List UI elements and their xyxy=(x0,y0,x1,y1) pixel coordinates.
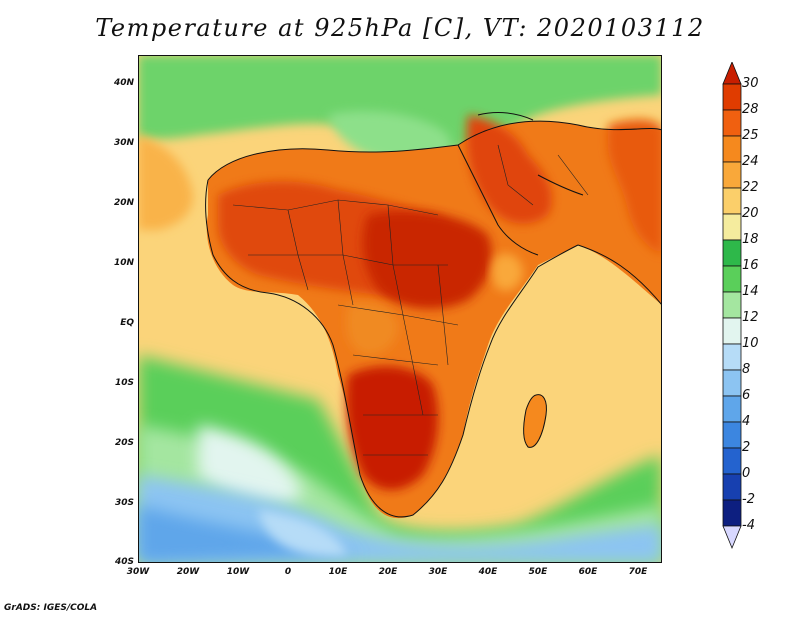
lat-label-30n: 30N xyxy=(113,138,134,148)
lon-label-10e: 10E xyxy=(328,567,348,577)
lon-label-30e: 30E xyxy=(428,567,448,577)
axis-frame xyxy=(138,55,662,563)
north-cool-zone xyxy=(138,55,662,155)
lon-label-40e: 40E xyxy=(478,567,498,577)
lon-label-50e: 50E xyxy=(528,567,548,577)
colorbar-segment xyxy=(722,499,742,527)
colorbar-label: 2 xyxy=(742,440,751,455)
lon-label-20e: 20E xyxy=(378,567,398,577)
colorbar-segment xyxy=(722,83,742,111)
coastlines xyxy=(205,112,662,518)
colorbar-segment xyxy=(722,135,742,163)
colorbar-label: 10 xyxy=(742,336,759,351)
lat-label-10n: 10N xyxy=(113,258,134,268)
colorbar-label: 14 xyxy=(742,284,759,299)
colorbar-segment xyxy=(722,343,742,371)
lat-label-20n: 20N xyxy=(113,198,134,208)
colorbar-label: 22 xyxy=(742,180,759,195)
colorbar-label: 25 xyxy=(742,128,759,143)
temperature-map xyxy=(138,55,662,563)
colorbar-label: 30 xyxy=(742,76,759,91)
madagascar xyxy=(523,394,547,448)
lon-label-10w: 10W xyxy=(226,567,250,577)
colorbar-label: 18 xyxy=(742,232,759,247)
colorbar-label: 12 xyxy=(742,310,759,325)
credit-text: GrADS: IGES/COLA xyxy=(4,603,98,613)
colorbar-segment xyxy=(722,421,742,449)
map-canvas xyxy=(138,55,662,563)
colorbar xyxy=(722,62,742,550)
colorbar-label: 20 xyxy=(742,206,759,221)
colorbar-segment xyxy=(722,473,742,501)
colorbar-label: 4 xyxy=(742,414,751,429)
colorbar-segment xyxy=(722,109,742,137)
lon-label-30w: 30W xyxy=(126,567,150,577)
colorbar-segment xyxy=(722,213,742,241)
colorbar-label: 16 xyxy=(742,258,759,273)
colorbar-segment xyxy=(722,447,742,475)
colorbar-label: -2 xyxy=(742,492,755,507)
lon-label-60e: 60E xyxy=(578,567,598,577)
borders xyxy=(232,144,589,456)
colorbar-label: 8 xyxy=(742,362,751,377)
lat-label-10s: 10S xyxy=(114,378,134,388)
lon-label-70e: 70E xyxy=(628,567,648,577)
colorbar-label: 6 xyxy=(742,388,751,403)
colorbar-segment xyxy=(722,265,742,293)
colorbar-segment xyxy=(722,161,742,189)
colorbar-segment xyxy=(722,239,742,267)
colorbar-label: 28 xyxy=(742,102,759,117)
lat-label-40n: 40N xyxy=(113,78,134,88)
colorbar-label: 0 xyxy=(742,466,751,481)
colorbar-segment xyxy=(722,369,742,397)
lon-label-0: 0 xyxy=(284,567,292,577)
map-title: Temperature at 925hPa [C], VT: 202010311… xyxy=(95,14,705,42)
colorbar-label: 24 xyxy=(742,154,759,169)
colorbar-segment xyxy=(722,291,742,319)
colorbar-segment xyxy=(722,395,742,423)
lat-label-40s: 40S xyxy=(114,557,134,567)
colorbar-bottom-arrow xyxy=(722,525,742,550)
lat-label-20s: 20S xyxy=(114,438,134,448)
colorbar-segment xyxy=(722,317,742,345)
colorbar-top-arrow xyxy=(722,62,742,85)
colorbar-segment xyxy=(722,187,742,215)
lon-label-20w: 20W xyxy=(176,567,200,577)
colorbar-label: -4 xyxy=(742,518,755,533)
lat-label-30s: 30S xyxy=(114,498,134,508)
lat-label-eq: EQ xyxy=(120,318,134,328)
